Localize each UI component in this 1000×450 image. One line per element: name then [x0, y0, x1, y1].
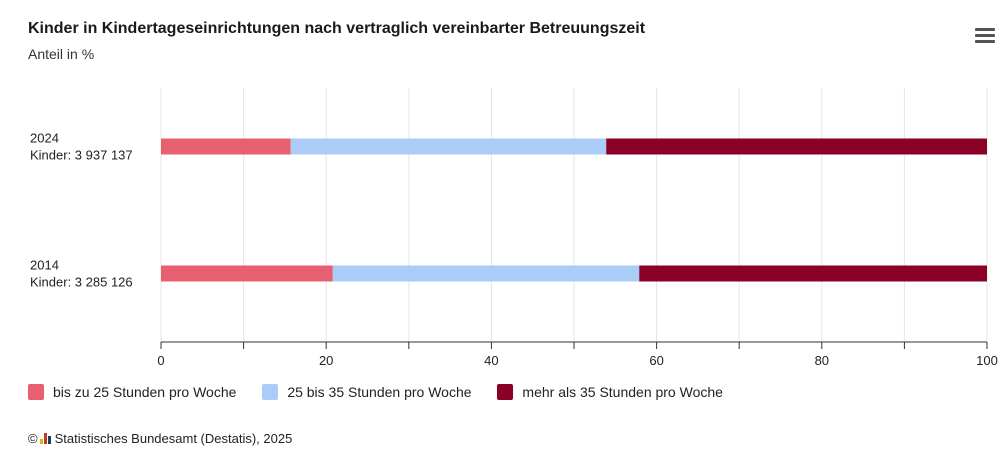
legend-swatch [497, 384, 514, 400]
x-tick-label: 40 [484, 353, 498, 368]
legend-swatch [262, 384, 279, 400]
legend-label: mehr als 35 Stunden pro Woche [522, 384, 723, 400]
bar-segment [606, 138, 987, 155]
legend-label: bis zu 25 Stunden pro Woche [53, 384, 237, 400]
x-tick-label: 60 [649, 353, 663, 368]
bar-segment [639, 265, 987, 282]
x-tick-label: 100 [976, 353, 998, 368]
legend-swatch [28, 384, 44, 400]
legend-item-25-to-35[interactable]: 25 bis 35 Stunden pro Woche [262, 384, 472, 400]
bar-segment [161, 265, 333, 282]
x-tick-label: 20 [319, 353, 333, 368]
legend-label: 25 bis 35 Stunden pro Woche [287, 384, 472, 400]
chart-legend: bis zu 25 Stunden pro Woche 25 bis 35 St… [28, 384, 745, 403]
bar-segment [290, 138, 607, 155]
category-label-count: Kinder: 3 285 126 [30, 275, 133, 290]
x-tick-label: 80 [815, 353, 829, 368]
stacked-bar-chart: 0 20 40 60 80 100 2024 Kinder: 3 937 137 2014 Kin… [30, 88, 998, 368]
hamburger-menu-icon[interactable] [975, 28, 995, 44]
copyright-symbol: © [28, 431, 38, 446]
category-label-year: 2014 [30, 258, 59, 273]
legend-item-over-35[interactable]: mehr als 35 Stunden pro Woche [497, 384, 723, 400]
legend-item-under-25[interactable]: bis zu 25 Stunden pro Woche [28, 384, 236, 400]
category-label-year: 2024 [30, 131, 59, 146]
destatis-logo-icon [39, 433, 51, 444]
chart-title: Kinder in Kindertageseinrichtungen nach … [28, 20, 646, 37]
category-label-count: Kinder: 3 937 137 [30, 148, 133, 163]
bar-segment [161, 138, 291, 155]
x-tick-label: 0 [157, 353, 164, 368]
credit-line: © Statistisches Bundesamt (Destatis), 20… [28, 431, 292, 446]
chart-subtitle: Anteil in % [28, 46, 95, 62]
bar-segment [332, 265, 640, 282]
credit-text: Statistisches Bundesamt (Destatis), 2025 [54, 431, 293, 446]
